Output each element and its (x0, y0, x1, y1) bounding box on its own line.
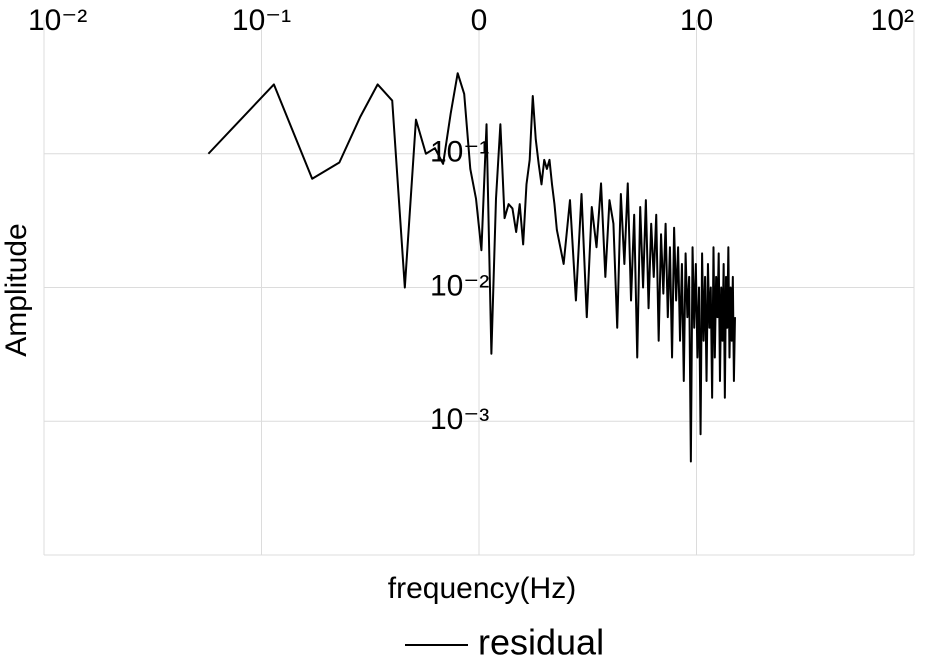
y-tick-label: 10⁻¹ (430, 136, 489, 169)
y-tick-label: 10⁻² (430, 269, 489, 302)
x-tick-label: 0 (471, 4, 488, 37)
x-tick-label: 10⁻² (28, 4, 87, 37)
x-axis-label: frequency(Hz) (388, 572, 576, 605)
y-tick-label: 10⁻³ (430, 403, 489, 436)
x-tick-label: 10² (871, 4, 914, 37)
data-line (207, 72, 736, 463)
x-tick-label: 10⁻¹ (232, 4, 291, 37)
y-axis-label: Amplitude (0, 223, 33, 356)
x-tick-label: 10 (680, 4, 713, 37)
legend-label: residual (478, 622, 604, 663)
